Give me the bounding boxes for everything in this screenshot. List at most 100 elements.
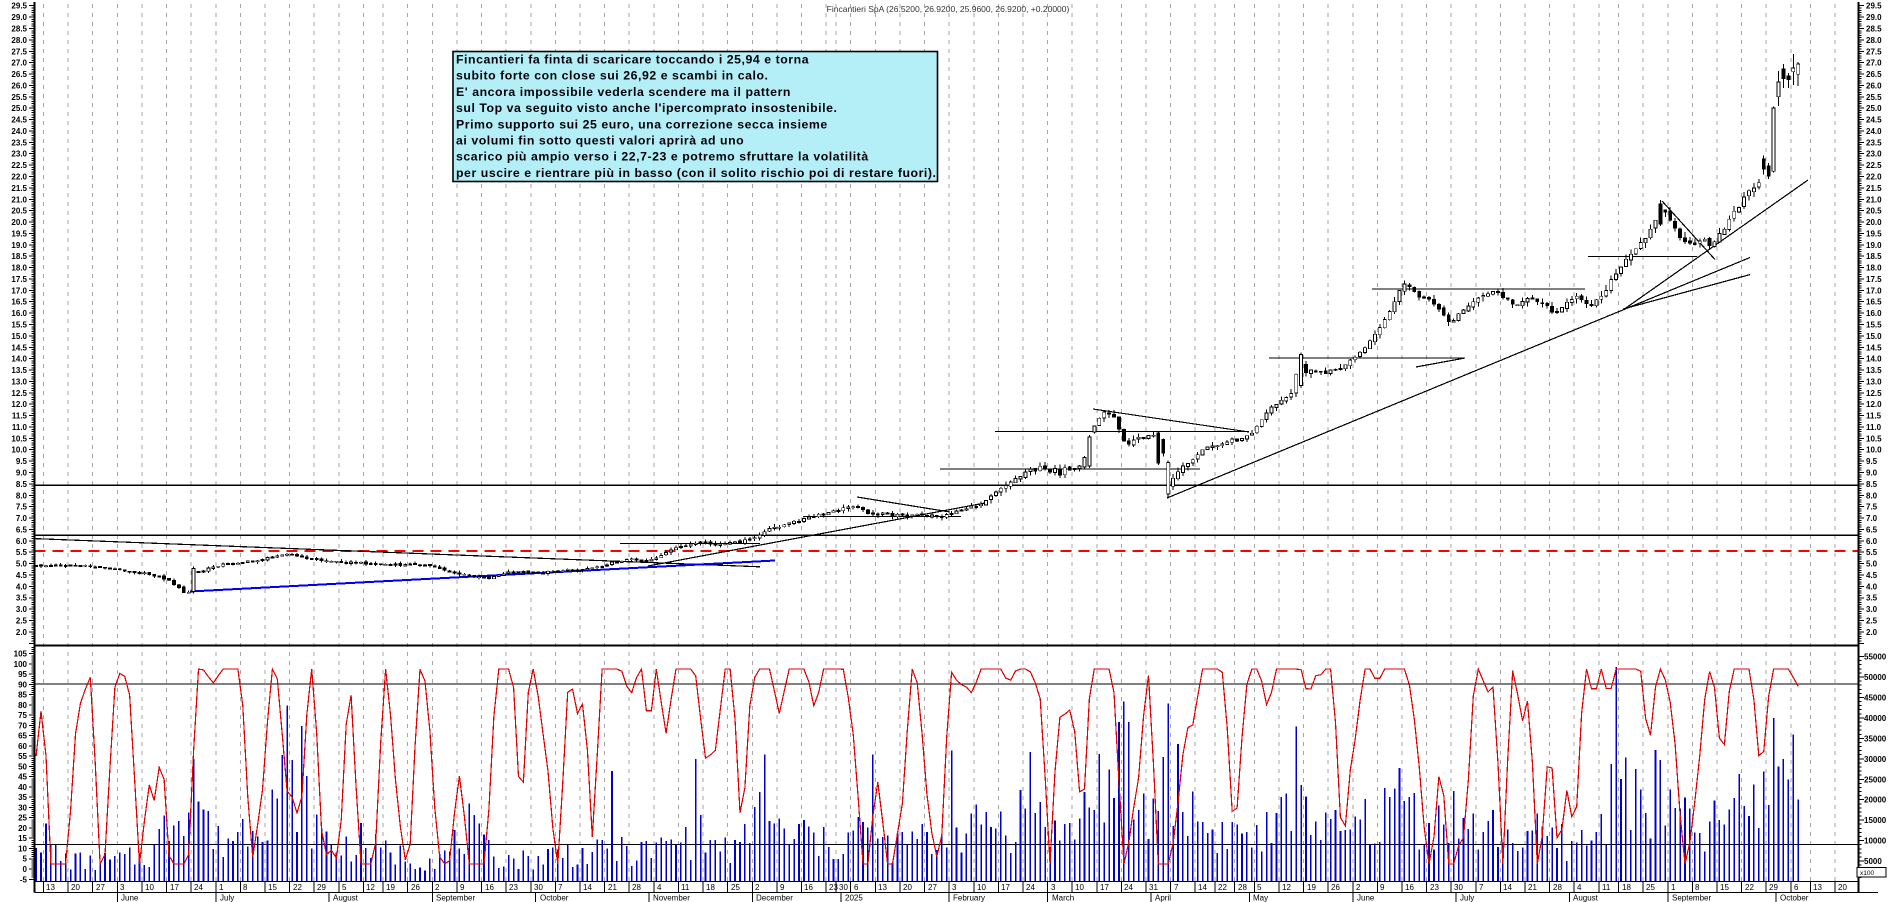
svg-text:9.0: 9.0: [1866, 469, 1878, 478]
svg-text:29.5: 29.5: [11, 2, 27, 11]
svg-text:13.5: 13.5: [11, 366, 27, 375]
svg-text:14.5: 14.5: [1866, 343, 1882, 352]
svg-text:20.5: 20.5: [11, 207, 27, 216]
svg-text:55: 55: [18, 752, 27, 761]
svg-text:29.0: 29.0: [11, 13, 27, 22]
svg-text:3.0: 3.0: [16, 605, 28, 614]
svg-text:17.0: 17.0: [1866, 286, 1882, 295]
svg-text:100: 100: [14, 660, 28, 669]
svg-text:16.5: 16.5: [11, 298, 27, 307]
svg-text:18: 18: [706, 883, 715, 892]
svg-text:25.0: 25.0: [11, 104, 27, 113]
svg-text:12.0: 12.0: [11, 400, 27, 409]
svg-text:26.5: 26.5: [1866, 70, 1882, 79]
svg-text:45000: 45000: [1864, 693, 1887, 702]
svg-text:26: 26: [1331, 883, 1340, 892]
svg-text:4.0: 4.0: [16, 582, 28, 591]
svg-text:7: 7: [1174, 883, 1179, 892]
svg-text:55000: 55000: [1864, 653, 1887, 662]
svg-text:12.5: 12.5: [1866, 389, 1882, 398]
svg-text:2.0: 2.0: [1866, 628, 1878, 637]
svg-text:25: 25: [731, 883, 740, 892]
svg-text:24: 24: [1124, 883, 1133, 892]
svg-text:26.0: 26.0: [1866, 81, 1882, 90]
svg-text:35000: 35000: [1864, 734, 1887, 743]
svg-text:75: 75: [18, 711, 27, 720]
svg-text:7: 7: [558, 883, 563, 892]
svg-text:10.5: 10.5: [1866, 434, 1882, 443]
svg-text:28.5: 28.5: [11, 24, 27, 33]
svg-text:28: 28: [1553, 883, 1562, 892]
svg-text:7.5: 7.5: [1866, 503, 1878, 512]
svg-text:11.0: 11.0: [12, 423, 28, 432]
svg-text:22: 22: [1218, 883, 1227, 892]
svg-text:18.5: 18.5: [11, 252, 27, 261]
svg-text:16.0: 16.0: [1866, 309, 1882, 318]
svg-text:28.0: 28.0: [1866, 36, 1882, 45]
svg-text:80: 80: [18, 701, 27, 710]
svg-text:23.5: 23.5: [1866, 138, 1882, 147]
svg-text:70: 70: [18, 721, 27, 730]
svg-text:22.0: 22.0: [1866, 173, 1882, 182]
svg-text:10000: 10000: [1864, 837, 1887, 846]
svg-text:21.0: 21.0: [11, 195, 27, 204]
svg-text:12.0: 12.0: [1866, 400, 1882, 409]
svg-text:10: 10: [977, 883, 986, 892]
svg-text:24.0: 24.0: [1866, 127, 1882, 136]
svg-text:15.0: 15.0: [1866, 332, 1882, 341]
svg-text:90: 90: [18, 680, 27, 689]
svg-text:8.0: 8.0: [16, 491, 28, 500]
svg-text:16.5: 16.5: [1866, 298, 1882, 307]
svg-text:6.5: 6.5: [1866, 525, 1878, 534]
svg-text:25000: 25000: [1864, 775, 1887, 784]
svg-text:10: 10: [18, 844, 27, 853]
svg-text:18: 18: [1622, 883, 1631, 892]
svg-text:27.5: 27.5: [11, 47, 27, 56]
svg-text:8.5: 8.5: [1866, 480, 1878, 489]
svg-text:30: 30: [534, 883, 543, 892]
svg-text:14: 14: [583, 883, 592, 892]
svg-text:1: 1: [219, 883, 224, 892]
svg-text:scarico più ampio verso i 22,7: scarico più ampio verso i 22,7-23 e potr…: [456, 150, 869, 164]
svg-text:85: 85: [18, 691, 27, 700]
svg-text:25.5: 25.5: [1866, 93, 1882, 102]
svg-text:26.5: 26.5: [11, 70, 27, 79]
svg-text:11.5: 11.5: [12, 412, 28, 421]
svg-text:per uscire e rientrare più in: per uscire e rientrare più in basso (con…: [456, 166, 937, 180]
svg-text:December: December: [756, 894, 793, 902]
svg-text:2.0: 2.0: [16, 628, 28, 637]
svg-text:7.0: 7.0: [16, 514, 28, 523]
svg-text:September: September: [436, 894, 475, 902]
svg-text:20.0: 20.0: [1866, 218, 1882, 227]
svg-text:20: 20: [71, 883, 80, 892]
svg-text:20.0: 20.0: [11, 218, 27, 227]
svg-text:14.0: 14.0: [11, 355, 27, 364]
svg-text:21.5: 21.5: [11, 184, 27, 193]
svg-text:October: October: [540, 894, 569, 902]
svg-text:22.0: 22.0: [11, 173, 27, 182]
svg-text:14.5: 14.5: [11, 343, 27, 352]
svg-text:27.0: 27.0: [11, 59, 27, 68]
svg-text:19.0: 19.0: [11, 241, 27, 250]
svg-text:28.0: 28.0: [11, 36, 27, 45]
svg-text:August: August: [1573, 894, 1599, 902]
svg-text:11: 11: [681, 883, 690, 892]
svg-text:21.5: 21.5: [1866, 184, 1882, 193]
svg-text:15: 15: [1720, 883, 1729, 892]
svg-text:10.0: 10.0: [1866, 446, 1882, 455]
svg-text:15.5: 15.5: [11, 321, 27, 330]
svg-text:24.5: 24.5: [1866, 116, 1882, 125]
svg-text:5.5: 5.5: [16, 548, 28, 557]
svg-text:28.5: 28.5: [1866, 24, 1882, 33]
svg-text:25.0: 25.0: [1866, 104, 1882, 113]
svg-text:16: 16: [485, 883, 494, 892]
svg-text:27: 27: [96, 883, 105, 892]
svg-text:35: 35: [18, 793, 27, 802]
svg-text:3: 3: [120, 883, 125, 892]
svg-text:28: 28: [632, 883, 641, 892]
svg-text:14: 14: [1198, 883, 1207, 892]
svg-text:0: 0: [23, 865, 28, 874]
svg-text:6: 6: [854, 883, 859, 892]
svg-text:-5: -5: [20, 875, 28, 884]
svg-text:29.0: 29.0: [1866, 13, 1882, 22]
